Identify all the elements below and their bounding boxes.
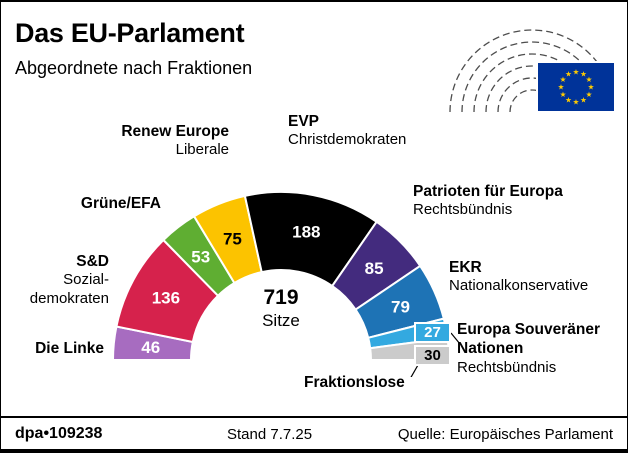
dpa-credit: dpa•109238 bbox=[15, 425, 103, 442]
label-esn-name-1: Europa Souveräner bbox=[457, 321, 600, 338]
label-renew-europe-desc: Liberale bbox=[175, 141, 229, 159]
eu-flag-star-icon: ★ bbox=[573, 68, 580, 77]
label-sd-name: S&D bbox=[76, 253, 109, 270]
eu-flag-star-icon: ★ bbox=[586, 75, 593, 84]
label-ekr-desc: Nationalkonservative bbox=[449, 277, 589, 295]
label-esn-name-2: Nationen bbox=[457, 340, 524, 358]
center-total: 719 Sitze bbox=[231, 286, 331, 331]
label-evp-desc: Christdemokraten bbox=[288, 131, 407, 149]
hemicycle-chart: 46 136 53 75 188 85 79 bbox=[111, 191, 461, 377]
leader-line-esn bbox=[450, 332, 461, 345]
eu-flag-stars-icon: ★ ★★★★★★★★★★★ bbox=[558, 68, 595, 107]
total-seats-unit: Sitze bbox=[262, 311, 300, 331]
label-renew-europe: Renew Europe Liberale bbox=[121, 122, 229, 160]
label-esn: Europa Souveräner Nationen Rechtsbündnis bbox=[457, 320, 600, 378]
total-seats-value: 719 bbox=[263, 286, 299, 309]
eu-flag-star-icon: ★ bbox=[565, 96, 572, 105]
label-patrioten-desc: Rechtsbündnis bbox=[413, 201, 513, 219]
eu-flag-icon bbox=[536, 61, 616, 113]
label-renew-europe-name: Renew Europe bbox=[121, 123, 229, 140]
seat-chip-fraktionslose: 30 bbox=[414, 345, 451, 366]
seat-chip-esn: 27 bbox=[414, 322, 451, 343]
footer-source: Quelle: Europäisches Parlament bbox=[397, 426, 613, 443]
eu-flag-star-icon: ★ bbox=[586, 90, 593, 99]
eu-flag-star-icon: ★ bbox=[580, 96, 587, 105]
label-patrioten-name: Patrioten für Europa bbox=[413, 183, 563, 200]
eu-flag-star-icon: ★ bbox=[565, 70, 572, 79]
label-gruene-efa: Grüne/EFA bbox=[81, 194, 161, 213]
label-fraktionslose: Fraktionslose bbox=[304, 373, 405, 392]
label-gruene-efa-name: Grüne/EFA bbox=[80, 195, 161, 212]
eu-flag-star-icon: ★ bbox=[580, 70, 587, 79]
footer-date: Stand 7.7.25 bbox=[227, 426, 313, 443]
label-evp-name: EVP bbox=[288, 113, 320, 130]
label-die-linke: Die Linke bbox=[35, 339, 104, 358]
label-esn-desc: Rechtsbündnis bbox=[457, 358, 557, 376]
label-sd: S&D Sozial- demokraten bbox=[30, 252, 109, 309]
label-evp: EVP Christdemokraten bbox=[288, 112, 406, 150]
eu-flag-star-icon: ★ bbox=[573, 98, 580, 107]
label-die-linke-name: Die Linke bbox=[35, 340, 104, 357]
label-fraktionslose-name: Fraktionslose bbox=[304, 374, 405, 391]
label-ekr: EKR Nationalkonservative bbox=[449, 258, 588, 296]
eu-parliament-logo: ★ ★★★★★★★★★★★ bbox=[449, 29, 616, 113]
eu-flag-star-icon: ★ bbox=[560, 75, 567, 84]
page-title: Das EU-Parlament bbox=[15, 18, 245, 48]
segment-value-gruene-efa: 53 bbox=[191, 248, 210, 267]
label-ekr-name: EKR bbox=[449, 259, 482, 276]
segment-value-patrioten: 85 bbox=[365, 259, 384, 278]
segment-value-ekr: 79 bbox=[391, 297, 410, 316]
eu-flag-star-icon: ★ bbox=[560, 90, 567, 99]
footer-divider bbox=[1, 416, 627, 418]
page-subtitle: Abgeordnete nach Fraktionen bbox=[15, 58, 253, 78]
label-sd-desc-2: demokraten bbox=[29, 290, 109, 308]
label-patrioten: Patrioten für Europa Rechtsbündnis bbox=[413, 182, 563, 220]
eu-flag-star-icon: ★ bbox=[558, 83, 565, 92]
segment-value-sd: 136 bbox=[152, 288, 180, 307]
segment-value-evp: 188 bbox=[292, 223, 320, 242]
segment-value-renew: 75 bbox=[223, 229, 242, 248]
segment-value-die-linke: 46 bbox=[141, 338, 160, 357]
label-sd-desc-1: Sozial- bbox=[63, 271, 109, 289]
eu-flag-star-icon: ★ bbox=[588, 83, 595, 92]
chart-segments: 46 136 53 75 188 85 79 bbox=[111, 191, 451, 361]
